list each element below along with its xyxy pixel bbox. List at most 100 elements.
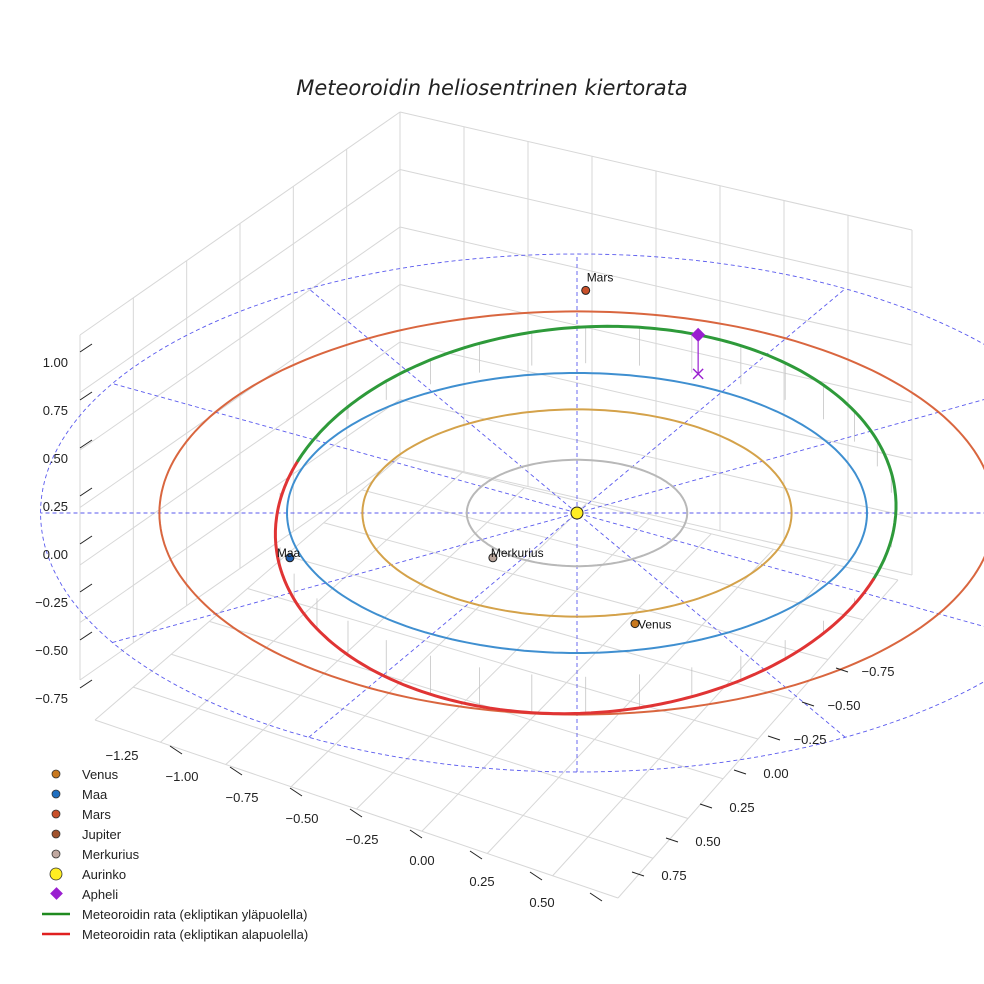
y-tick bbox=[801, 701, 815, 707]
y-tick-label: 0.00 bbox=[763, 766, 788, 781]
grid-line bbox=[79, 399, 401, 623]
body-venus bbox=[630, 619, 640, 629]
grid-line bbox=[79, 169, 401, 393]
z-tick-label: −0.50 bbox=[35, 643, 68, 658]
y-tick-label: −0.25 bbox=[794, 732, 827, 747]
grid-line bbox=[399, 456, 913, 576]
grid-line bbox=[361, 489, 864, 621]
grid-line bbox=[399, 226, 913, 346]
grid-line bbox=[171, 653, 689, 819]
z-tick bbox=[79, 391, 93, 401]
x-tick bbox=[289, 787, 303, 797]
x-tick bbox=[469, 850, 483, 860]
grid-line bbox=[79, 284, 401, 508]
z-tick-label: −0.25 bbox=[35, 595, 68, 610]
z-tick bbox=[79, 583, 93, 593]
x-tick bbox=[169, 745, 183, 755]
legend-circle-swatch bbox=[51, 769, 61, 779]
grid-line bbox=[79, 226, 401, 451]
legend-circle-swatch bbox=[51, 829, 61, 839]
x-tick bbox=[529, 871, 543, 881]
z-tick-label: 0.75 bbox=[43, 403, 68, 418]
y-tick bbox=[665, 837, 679, 843]
y-tick bbox=[699, 803, 713, 809]
legend-diamond-swatch bbox=[50, 887, 63, 900]
meteoroid-orbit bbox=[273, 324, 898, 716]
legend-label: Maa bbox=[82, 787, 108, 802]
grid-panes bbox=[79, 111, 913, 899]
orbit-venus bbox=[361, 408, 793, 618]
apheli-projection bbox=[692, 368, 704, 380]
ecliptic-radial bbox=[308, 288, 846, 738]
z-tick bbox=[79, 439, 93, 449]
label-venus: Venus bbox=[638, 618, 671, 632]
grid-line bbox=[247, 588, 759, 740]
y-tick bbox=[631, 871, 645, 877]
grid-line bbox=[94, 719, 619, 899]
legend-label: Meteoroidin rata (ekliptikan yläpuolella… bbox=[82, 907, 307, 922]
legend-entry: Jupiter bbox=[51, 827, 122, 842]
legend-entry: Apheli bbox=[50, 887, 118, 902]
legend-circle-swatch bbox=[51, 809, 61, 819]
grid-line bbox=[399, 341, 913, 461]
y-tick bbox=[733, 769, 747, 775]
y-tick-label: 0.25 bbox=[729, 800, 754, 815]
z-tick bbox=[79, 487, 93, 497]
meteoroid-above bbox=[296, 324, 898, 508]
z-tick-label: 1.00 bbox=[43, 355, 68, 370]
legend-label: Mars bbox=[82, 807, 111, 822]
legend-entry: Mars bbox=[51, 807, 111, 822]
legend-entry: Meteoroidin rata (ekliptikan alapuolella… bbox=[42, 927, 308, 942]
z-tick bbox=[79, 631, 93, 641]
body-mars bbox=[581, 285, 591, 295]
legend-entry: Maa bbox=[51, 787, 108, 802]
legend-entry: Merkurius bbox=[51, 847, 140, 862]
y-tick-label: 0.75 bbox=[661, 868, 686, 883]
legend-label: Merkurius bbox=[82, 847, 140, 862]
z-tick bbox=[79, 679, 93, 689]
y-tick-label: −0.50 bbox=[828, 698, 861, 713]
z-tick-label: 0.50 bbox=[43, 451, 68, 466]
legend-entry: Venus bbox=[51, 767, 119, 782]
x-tick-label: −1.25 bbox=[106, 748, 139, 763]
ecliptic-radial bbox=[308, 288, 846, 738]
axis-ticks: 1.00 0.75 0.50 0.25 0.00 −0.25 −0.50 −0.75 −1.25… bbox=[35, 343, 895, 910]
label-mars: Mars bbox=[587, 270, 614, 284]
grid-line bbox=[79, 111, 401, 336]
apheli-marker bbox=[691, 327, 706, 342]
x-tick-label: 0.50 bbox=[529, 895, 554, 910]
grid-line bbox=[79, 456, 401, 681]
x-tick bbox=[229, 766, 243, 776]
ecliptic-reference bbox=[40, 253, 984, 773]
z-tick bbox=[79, 343, 93, 353]
label-merkurius: Merkurius bbox=[491, 546, 544, 560]
y-tick-label: −0.75 bbox=[862, 664, 895, 679]
x-tick-label: −0.50 bbox=[286, 811, 319, 826]
grid-line bbox=[132, 686, 654, 859]
legend-label: Apheli bbox=[82, 887, 118, 902]
legend-label: Venus bbox=[82, 767, 119, 782]
grid-line bbox=[399, 111, 913, 231]
grid-line bbox=[323, 522, 829, 660]
orbit-drop-lines bbox=[274, 326, 897, 714]
legend-circle-swatch bbox=[49, 867, 63, 881]
grid-line bbox=[399, 456, 899, 581]
planet-orbits bbox=[158, 310, 984, 716]
legend-entry: Meteoroidin rata (ekliptikan yläpuolella… bbox=[42, 907, 307, 922]
x-tick bbox=[409, 829, 423, 839]
legend: Venus Maa Mars Jupiter Merkurius Aurinko Aphel… bbox=[42, 767, 308, 942]
meteoroid-above bbox=[871, 504, 898, 581]
grid-line bbox=[399, 284, 913, 403]
y-tick-label: 0.50 bbox=[695, 834, 720, 849]
legend-label: Jupiter bbox=[82, 827, 122, 842]
x-tick-label: −0.25 bbox=[346, 832, 379, 847]
z-tick-label: 0.00 bbox=[43, 547, 68, 562]
legend-entry: Aurinko bbox=[49, 867, 126, 882]
z-tick-label: −0.75 bbox=[35, 691, 68, 706]
orbit-maa bbox=[285, 372, 868, 654]
z-tick-label: 0.25 bbox=[43, 499, 68, 514]
grid-line bbox=[79, 341, 401, 566]
x-tick bbox=[349, 808, 363, 818]
bodies: Mars Maa Merkurius Venus bbox=[277, 270, 671, 631]
